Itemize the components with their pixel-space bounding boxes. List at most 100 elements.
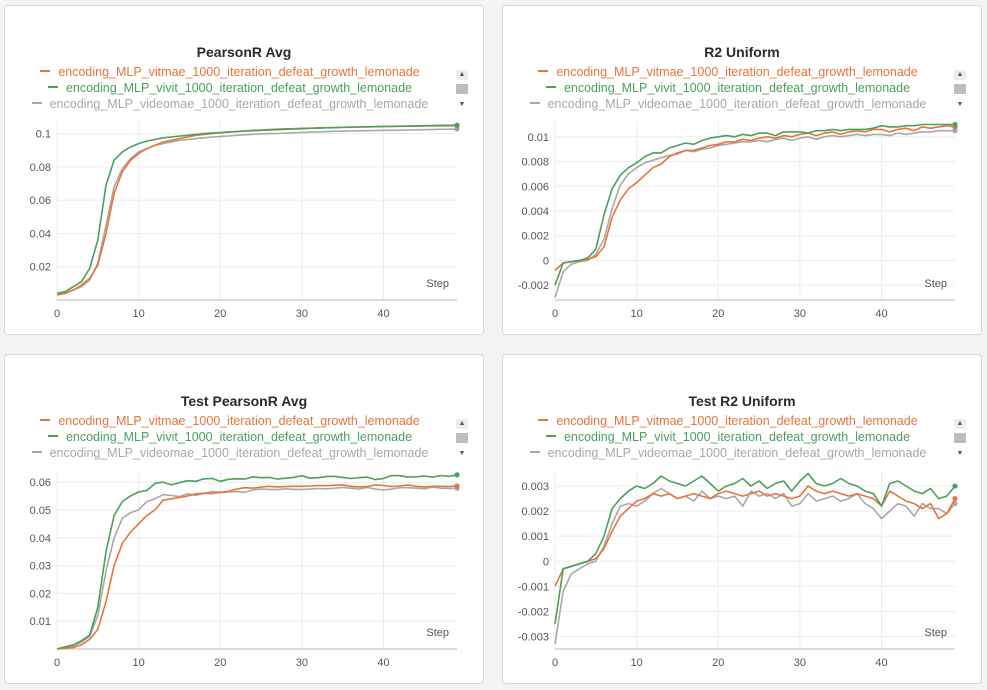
series-endpoint-vivit xyxy=(454,122,460,128)
legend-swatch xyxy=(538,69,549,72)
legend-swatch xyxy=(47,85,58,88)
series-line-vitmae xyxy=(56,484,458,650)
line-plot: 0 10 20 30 40 -0.003 -0.002 -0.001 0 0.001 0.002 0.… xyxy=(518,471,958,669)
y-tick-label: 0.03 xyxy=(30,561,51,573)
scroll-up-icon[interactable]: ▲ xyxy=(456,70,468,80)
legend-label: encoding_MLP_vitmae_1000_iteration_defea… xyxy=(58,65,420,79)
legend-scrollbar[interactable]: ▲ ▼ xyxy=(954,419,966,459)
legend-item-vivit[interactable]: encoding_MLP_vivit_1000_iteration_defeat… xyxy=(503,80,953,96)
series-line-vivit xyxy=(554,472,956,625)
scroll-thumb[interactable] xyxy=(456,433,468,443)
legend-swatch xyxy=(47,434,58,437)
line-plot: 0 10 20 30 40 -0.002 0 0.002 0.004 0.006 0.008 0.01… xyxy=(518,121,958,320)
x-tick-label: 30 xyxy=(296,308,308,320)
x-tick-label: 40 xyxy=(377,308,389,320)
x-tick-label: 0 xyxy=(552,657,558,669)
y-tick-label: 0.06 xyxy=(30,195,51,207)
x-axis-label: Step xyxy=(924,278,947,290)
x-tick-label: 10 xyxy=(133,657,145,669)
chart-legend: encoding_MLP_vitmae_1000_iteration_defea… xyxy=(503,64,953,112)
series-line-vitmae xyxy=(56,124,458,296)
chart-title: PearsonR Avg xyxy=(196,44,292,60)
legend-label: encoding_MLP_vivit_1000_iteration_defeat… xyxy=(65,81,413,95)
series-endpoint-vivit xyxy=(952,483,958,489)
legend-swatch xyxy=(545,434,556,437)
y-tick-label: 0.01 xyxy=(30,616,51,628)
legend-item-videomae[interactable]: encoding_MLP_videomae_1000_iteration_def… xyxy=(5,445,455,461)
series-line-vivit xyxy=(56,124,458,295)
series-line-vitmae xyxy=(554,485,956,587)
line-plot: 0 10 20 30 40 0.01 0.02 0.03 0.04 0.05 0.06 Step xyxy=(30,471,460,669)
legend-swatch xyxy=(529,450,540,453)
legend-label: encoding_MLP_vivit_1000_iteration_defeat… xyxy=(563,81,911,95)
series-line-videomae xyxy=(56,486,458,650)
chart-legend: encoding_MLP_vitmae_1000_iteration_defea… xyxy=(5,413,455,461)
legend-item-vitmae[interactable]: encoding_MLP_vitmae_1000_iteration_defea… xyxy=(5,64,455,80)
series-line-videomae xyxy=(554,129,955,298)
y-tick-label: 0.003 xyxy=(521,481,549,493)
scroll-up-icon[interactable]: ▲ xyxy=(456,419,468,429)
chart-title: Test R2 Uniform xyxy=(688,393,796,409)
legend-scrollbar[interactable]: ▲ ▼ xyxy=(456,70,468,110)
x-axis-label: Step xyxy=(426,278,449,290)
legend-item-vivit[interactable]: encoding_MLP_vivit_1000_iteration_defeat… xyxy=(503,429,953,445)
legend-item-videomae[interactable]: encoding_MLP_videomae_1000_iteration_def… xyxy=(5,96,455,112)
series-endpoint-vivit xyxy=(454,472,460,478)
x-axis-label: Step xyxy=(924,627,947,639)
scroll-thumb[interactable] xyxy=(954,84,966,94)
y-tick-label: 0 xyxy=(543,556,549,568)
legend-swatch xyxy=(31,450,42,453)
scroll-up-icon[interactable]: ▲ xyxy=(954,70,966,80)
series-line-vitmae xyxy=(554,124,956,271)
legend-scrollbar[interactable]: ▲ ▼ xyxy=(456,419,468,459)
series-line-vivit xyxy=(554,123,955,286)
y-tick-label: 0.001 xyxy=(521,531,549,543)
legend-item-videomae[interactable]: encoding_MLP_videomae_1000_iteration_def… xyxy=(503,96,953,112)
x-tick-label: 40 xyxy=(875,308,887,320)
y-tick-label: -0.001 xyxy=(518,581,549,593)
legend-label: encoding_MLP_videomae_1000_iteration_def… xyxy=(547,446,927,460)
legend-label: encoding_MLP_vivit_1000_iteration_defeat… xyxy=(563,430,911,444)
legend-item-videomae[interactable]: encoding_MLP_videomae_1000_iteration_def… xyxy=(503,445,953,461)
legend-item-vivit[interactable]: encoding_MLP_vivit_1000_iteration_defeat… xyxy=(5,429,455,445)
x-tick-label: 20 xyxy=(712,657,724,669)
y-tick-label: 0.002 xyxy=(521,506,549,518)
y-tick-label: 0.05 xyxy=(30,505,51,517)
chart-panel-test-pearsonr-avg: Test PearsonR Avg encoding_MLP_vitmae_10… xyxy=(4,354,484,684)
legend-item-vitmae[interactable]: encoding_MLP_vitmae_1000_iteration_defea… xyxy=(5,413,455,429)
y-tick-label: 0.04 xyxy=(30,228,51,240)
x-tick-label: 20 xyxy=(712,308,724,320)
x-tick-label: 30 xyxy=(296,657,308,669)
x-tick-label: 0 xyxy=(552,308,558,320)
x-tick-label: 10 xyxy=(631,657,643,669)
chart-panel-r2-uniform: R2 Uniform encoding_MLP_vitmae_1000_iter… xyxy=(502,5,982,335)
scroll-down-icon[interactable]: ▼ xyxy=(954,449,966,459)
legend-item-vivit[interactable]: encoding_MLP_vivit_1000_iteration_defeat… xyxy=(5,80,455,96)
scroll-down-icon[interactable]: ▼ xyxy=(456,100,468,110)
y-tick-label: -0.002 xyxy=(518,606,549,618)
legend-item-vitmae[interactable]: encoding_MLP_vitmae_1000_iteration_defea… xyxy=(503,413,953,429)
chart-title: R2 Uniform xyxy=(704,44,780,60)
scroll-down-icon[interactable]: ▼ xyxy=(954,100,966,110)
legend-label: encoding_MLP_vitmae_1000_iteration_defea… xyxy=(58,414,420,428)
y-tick-label: 0.008 xyxy=(521,157,549,169)
legend-scrollbar[interactable]: ▲ ▼ xyxy=(954,70,966,110)
scroll-up-icon[interactable]: ▲ xyxy=(954,419,966,429)
scroll-thumb[interactable] xyxy=(954,433,966,443)
scroll-down-icon[interactable]: ▼ xyxy=(456,449,468,459)
y-tick-label: -0.003 xyxy=(518,631,549,643)
legend-label: encoding_MLP_vitmae_1000_iteration_defea… xyxy=(556,414,918,428)
legend-label: encoding_MLP_videomae_1000_iteration_def… xyxy=(49,97,429,111)
legend-swatch xyxy=(538,418,549,421)
scroll-thumb[interactable] xyxy=(456,84,468,94)
legend-label: encoding_MLP_vivit_1000_iteration_defeat… xyxy=(65,430,413,444)
chart-panel-test-r2-uniform: Test R2 Uniform encoding_MLP_vitmae_1000… xyxy=(502,354,982,684)
legend-label: encoding_MLP_videomae_1000_iteration_def… xyxy=(49,446,429,460)
x-tick-label: 0 xyxy=(54,308,60,320)
legend-swatch xyxy=(40,418,51,421)
series-endpoint-vivit xyxy=(952,121,958,128)
x-tick-label: 10 xyxy=(631,308,643,320)
legend-item-vitmae[interactable]: encoding_MLP_vitmae_1000_iteration_defea… xyxy=(503,64,953,80)
y-tick-label: 0.004 xyxy=(521,206,549,218)
x-tick-label: 40 xyxy=(377,657,389,669)
